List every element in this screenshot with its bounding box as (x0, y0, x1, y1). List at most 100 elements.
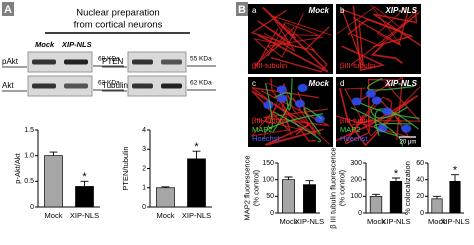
dendrite (263, 113, 323, 134)
kda-label: 62 KDa (98, 80, 120, 87)
x-tick-label: Mock (45, 211, 63, 220)
y-tick-label: 40 (416, 177, 424, 184)
neurite (345, 78, 397, 145)
error-bar (161, 186, 170, 188)
nucleus (294, 99, 305, 108)
dendrite (370, 106, 408, 119)
lane-label: XIP-NLS (61, 40, 92, 49)
y-axis-label: % colocalization (403, 161, 412, 215)
blot-band (32, 59, 56, 65)
blot-band (161, 59, 182, 65)
nucleus (277, 94, 288, 103)
blot-image (127, 75, 187, 97)
dendrite (272, 92, 292, 133)
dendrite (350, 107, 404, 147)
panel-tag (2, 2, 14, 16)
dendrite (367, 77, 415, 91)
y-tick-label: 300 (350, 160, 362, 167)
error-bar (305, 180, 314, 185)
kda-label: 62 KDa (190, 80, 212, 87)
bar (44, 155, 63, 208)
x-tick-label: XIP-NLS (440, 217, 469, 226)
x-tick-label: XIP-NLS (70, 211, 99, 220)
error-bar (372, 193, 380, 197)
blot-label: pAkt (2, 57, 19, 66)
stain-label: βIII-tubulin (340, 116, 375, 125)
y-axis-label: (% control) (337, 169, 346, 206)
kda-label: 60 KDa (98, 56, 120, 63)
x-tick-label: XIP-NLS (381, 217, 410, 226)
stain-label: βIII-tubulin (252, 61, 287, 70)
blot-image (27, 75, 93, 97)
panel-tag (236, 2, 248, 16)
blot-label: PTEN (102, 57, 124, 66)
y-tick-label: 3 (142, 146, 146, 153)
significance: * (82, 171, 87, 183)
micrograph-letter: d (340, 79, 344, 88)
dendrite (373, 123, 412, 137)
y-tick-label: 0 (142, 204, 146, 211)
y-axis-label: PTEN/tubulin (121, 146, 130, 190)
y-axis-label: β III tubulin fluorescence (328, 147, 337, 228)
y-tick-label: 1.5 (24, 127, 34, 134)
micrograph-condition: Mock (309, 6, 330, 15)
bar (389, 180, 403, 214)
x-tick-label: Mock (367, 217, 385, 226)
blot-band (132, 59, 153, 65)
error-bar (49, 151, 58, 156)
y-tick-label: 0 (30, 204, 34, 211)
bar (282, 179, 295, 214)
blot-title: from cortical neurons (74, 20, 163, 31)
neurite (270, 48, 328, 73)
bar (303, 184, 316, 214)
y-tick-label: 0 (270, 210, 274, 217)
error-bar (284, 176, 293, 180)
neurite (267, 21, 320, 57)
error-bar (80, 180, 89, 187)
nucleus (371, 96, 382, 105)
x-tick-label: XIP-NLS (182, 211, 211, 220)
blot-image (27, 51, 93, 73)
nucleus (351, 97, 362, 106)
neurite (250, 94, 302, 137)
y-axis-label: (% control) (251, 169, 260, 206)
x-tick-label: Mock (280, 217, 298, 226)
y-tick-label: 150 (262, 160, 274, 167)
x-tick-label: Mock (428, 217, 446, 226)
y-tick-label: 60 (416, 160, 424, 167)
dendrite (264, 82, 273, 129)
y-tick-label: 1 (142, 185, 146, 192)
neurite (352, 8, 410, 45)
x-tick-label: XIP-NLS (295, 217, 324, 226)
significance: * (194, 141, 199, 153)
neurite (354, 96, 393, 130)
neurite (260, 90, 330, 127)
dendrite (273, 111, 322, 143)
bar (369, 195, 383, 214)
stain-label: MAP2 (252, 125, 272, 134)
stain-label: MAP2 (340, 125, 360, 134)
neurite (340, 8, 402, 67)
error-bar (433, 195, 441, 199)
neurite (264, 123, 324, 146)
kda-label: 55 KDa (190, 56, 212, 63)
stain-label: βIII-tubulin (252, 116, 287, 125)
neurite (257, 6, 329, 73)
neurite (252, 23, 317, 52)
blot-band (161, 83, 182, 89)
neurite (263, 14, 332, 52)
bar (75, 186, 94, 208)
y-tick-label: 2 (142, 165, 146, 172)
nucleus (314, 115, 325, 124)
y-tick-label: 4 (142, 127, 146, 134)
neurite (270, 78, 316, 142)
micrograph-condition: XIP-NLS (384, 79, 417, 88)
micrograph-letter: a (252, 6, 257, 15)
error-bar (451, 174, 459, 182)
y-tick-label: 50 (266, 193, 274, 200)
y-tick-label: 0 (358, 210, 362, 217)
y-tick-label: 20 (416, 193, 424, 200)
blot-band (64, 83, 88, 89)
nucleus (382, 107, 393, 116)
